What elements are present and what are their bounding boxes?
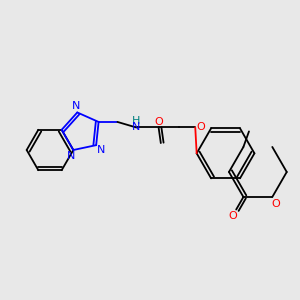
- Text: O: O: [196, 122, 205, 133]
- Text: N: N: [66, 151, 75, 161]
- Text: O: O: [228, 211, 237, 221]
- Text: N: N: [132, 122, 141, 133]
- Text: H: H: [132, 116, 141, 126]
- Text: N: N: [72, 101, 80, 111]
- Text: N: N: [97, 145, 105, 154]
- Text: O: O: [272, 199, 280, 209]
- Text: O: O: [154, 117, 163, 127]
